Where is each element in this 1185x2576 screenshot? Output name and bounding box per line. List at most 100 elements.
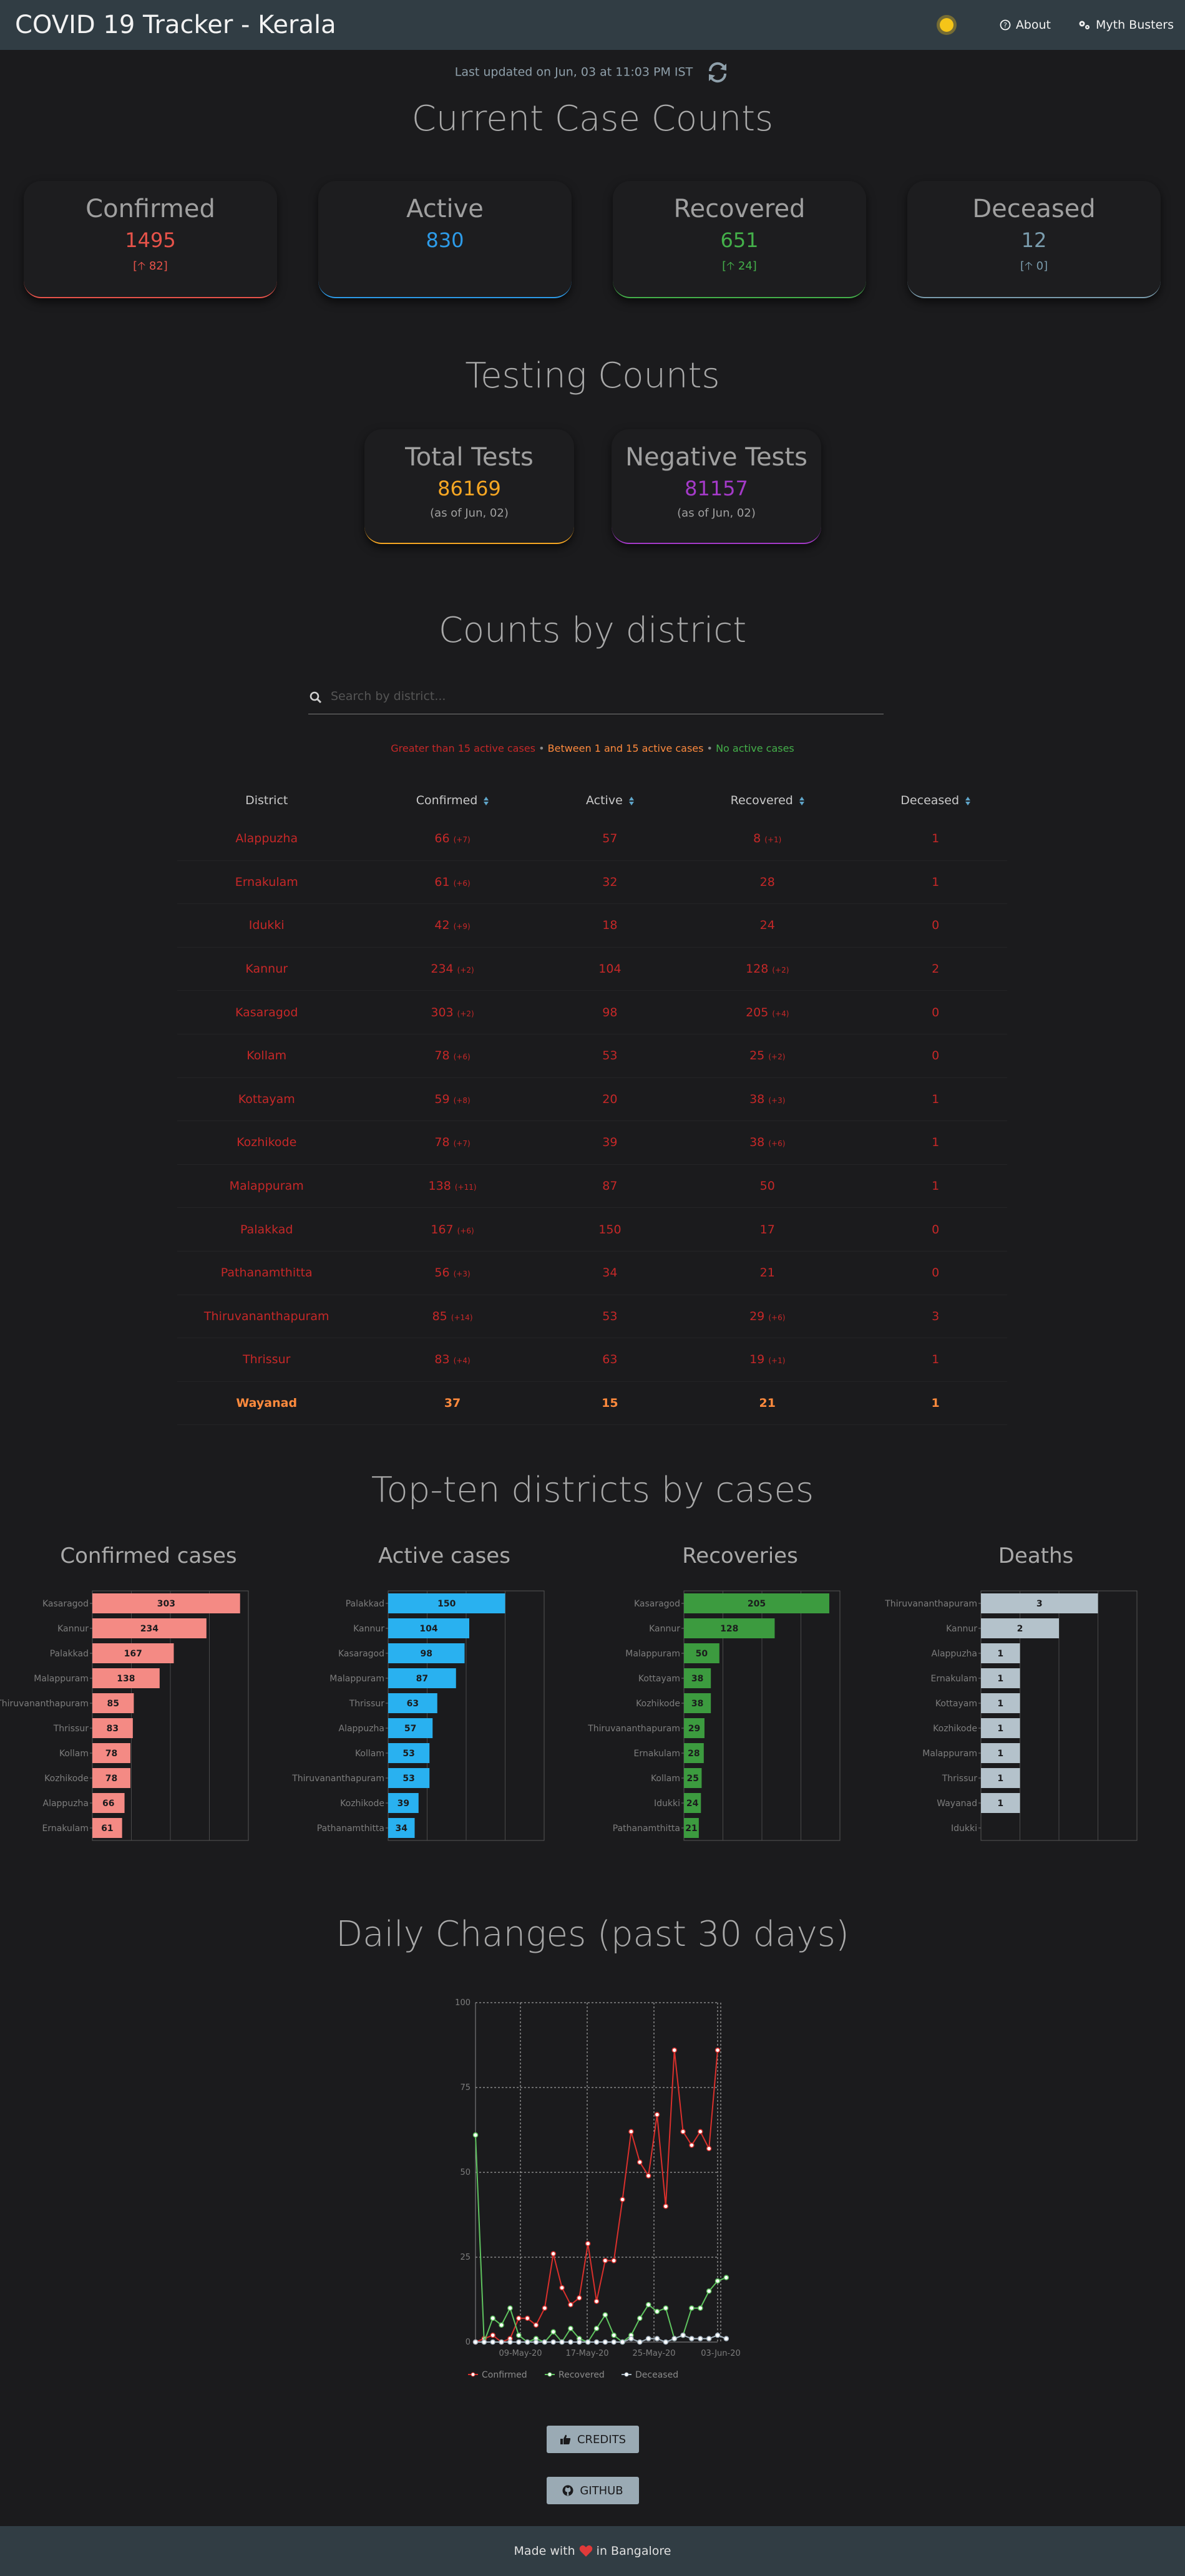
table-row[interactable]: Ernakulam 61 (+6) 32 28 1 (177, 860, 1007, 905)
last-updated: Last updated on Jun, 03 at 11:03 PM IST (0, 60, 1185, 85)
current-counts-title: Current Case Counts (411, 99, 774, 139)
bar-value-label: 1 (997, 1799, 1003, 1809)
daily-changes-chart: 0 25 50 75 100 09-May-20 17-May-20 25-May-20 03-… (455, 1998, 741, 2380)
data-point (628, 2129, 634, 2134)
x-tick-label: 09-May-20 (499, 2349, 542, 2358)
col-district[interactable]: District (245, 794, 288, 807)
search-input[interactable] (329, 686, 869, 706)
theme-toggle-icon[interactable] (939, 18, 953, 32)
x-tick-label: 17-May-20 (565, 2349, 608, 2358)
data-point (524, 2339, 530, 2345)
table-row[interactable]: Idukki 42 (+9) 18 24 0 (177, 903, 1007, 948)
table-row[interactable]: Kottayam 59 (+8) 20 38 (+3) 1 (177, 1077, 1007, 1122)
bar-value-label: 1 (997, 1724, 1003, 1734)
bar-value-label: 66 (102, 1799, 114, 1809)
bar-chart-title-active: Active cases (378, 1543, 510, 1568)
bar-value-label: 205 (748, 1599, 766, 1609)
table-row[interactable]: Thiruvananthapuram 85 (+14) 53 29 (+6) 3 (177, 1295, 1007, 1339)
bar-label: Kasaragod (634, 1599, 680, 1609)
bar-chart-confirmed-cases: Kasaragod 303 Kannur 234 Palakkad 167 Malappur… (0, 1590, 249, 1841)
col-recovered[interactable]: Recovered (671, 784, 864, 817)
bar-label: Kannur (946, 1624, 977, 1634)
data-point (516, 2339, 522, 2345)
data-point (706, 2288, 712, 2294)
bar-label: Ernakulam (931, 1674, 977, 1684)
col-confirmed[interactable]: Confirmed (356, 784, 549, 817)
data-point (698, 2305, 703, 2311)
data-point (490, 2315, 495, 2321)
data-point (698, 2129, 703, 2134)
bar-value-label: 85 (107, 1699, 119, 1709)
table-row[interactable]: Kollam 78 (+6) 53 25 (+2) 0 (177, 1034, 1007, 1078)
bar-label: Malappuram (922, 1749, 977, 1759)
bar-label: Ernakulam (634, 1749, 680, 1759)
x-tick-label: 03-Jun-20 (701, 2349, 741, 2358)
data-point (602, 2258, 608, 2263)
bar-chart-title-recoveries: Recoveries (682, 1543, 798, 1568)
bar (92, 1718, 133, 1738)
legend-marker (547, 2372, 552, 2377)
table-row[interactable]: Kasaragod 303 (+2) 98 205 (+4) 0 (177, 990, 1007, 1034)
navbar: COVID 19 Tracker - Kerala ? About Myth B… (0, 0, 1185, 50)
confirmed-delta: [🡡 82] (133, 260, 168, 273)
table-row[interactable]: Pathanamthitta 56 (+3) 34 21 0 (177, 1251, 1007, 1295)
bar-value-label: 24 (686, 1799, 699, 1809)
negative-tests-card: Negative Tests 81157 (as of Jun, 02) (612, 429, 821, 544)
data-point (559, 2339, 565, 2345)
bar-value-label: 98 (421, 1649, 432, 1659)
search-box (308, 680, 884, 714)
x-tick-label: 25-May-20 (632, 2349, 675, 2358)
bar-label: Kozhikode (340, 1799, 384, 1809)
bar-label: Ernakulam (42, 1824, 89, 1834)
confirmed-value: 1495 (125, 228, 176, 252)
table-row[interactable]: Thrissur 83 (+4) 63 19 (+1) 1 (177, 1338, 1007, 1382)
data-point (645, 2173, 651, 2179)
table-row[interactable]: Wayanad 37 15 21 1 (177, 1381, 1007, 1426)
recovered-card: Recovered 651 [🡡 24] (613, 181, 866, 298)
bar-label: Malappuram (329, 1674, 384, 1684)
bar-chart-recoveries: Kasaragod 205 Kannur 128 Malappuram 50 Kottaya… (587, 1590, 841, 1841)
bar (684, 1643, 719, 1663)
myth-busters-link[interactable]: Myth Busters (1078, 18, 1174, 32)
bar-value-label: 1 (997, 1649, 1003, 1659)
table-row[interactable]: Palakkad 167 (+6) 150 17 0 (177, 1207, 1007, 1252)
col-active[interactable]: Active (549, 784, 671, 817)
github-button[interactable]: GITHUB (547, 2477, 639, 2504)
data-point (689, 2142, 695, 2148)
table-row[interactable]: Malappuram 138 (+11) 87 50 1 (177, 1164, 1007, 1208)
active-label: Active (406, 195, 484, 223)
bar-value-label: 1 (997, 1699, 1003, 1709)
bar (388, 1768, 430, 1788)
sort-icon (484, 796, 489, 805)
bar (388, 1693, 437, 1713)
bar-value-label: 63 (407, 1699, 419, 1709)
bar (388, 1618, 469, 1638)
bar-label: Thrissur (349, 1699, 385, 1709)
bar (684, 1743, 704, 1763)
bar-value-label: 78 (105, 1749, 117, 1759)
recovered-delta: [🡡 24] (722, 260, 757, 273)
credits-button[interactable]: CREDITS (547, 2426, 639, 2453)
data-point (507, 2339, 513, 2345)
table-row[interactable]: Kozhikode 78 (+7) 39 38 (+6) 1 (177, 1120, 1007, 1165)
bar-label: Kollam (59, 1749, 89, 1759)
app-title[interactable]: COVID 19 Tracker - Kerala (15, 11, 336, 39)
series-line-recovered (475, 2135, 727, 2343)
data-point (611, 2339, 617, 2345)
about-link[interactable]: ? About (1000, 18, 1051, 32)
bar-label: Pathanamthitta (613, 1824, 680, 1834)
table-row[interactable]: Kannur 234 (+2) 104 128 (+2) 2 (177, 947, 1007, 991)
bar-label: Alappuzha (932, 1649, 978, 1659)
recovered-label: Recovered (673, 195, 806, 223)
footer-location: in Bangalore (596, 2544, 671, 2558)
bar-label: Malappuram (625, 1649, 680, 1659)
data-point (550, 2339, 556, 2345)
refresh-icon[interactable] (705, 60, 730, 85)
col-deceased[interactable]: Deceased (864, 784, 1007, 817)
data-point (654, 2112, 660, 2117)
bar-value-label: 128 (720, 1624, 738, 1634)
y-tick-label: 0 (466, 2338, 471, 2347)
testing-counts-title: Testing Counts (465, 356, 720, 396)
table-row[interactable]: Alappuzha 66 (+7) 57 8 (+1) 1 (177, 817, 1007, 861)
data-point (568, 2301, 573, 2308)
